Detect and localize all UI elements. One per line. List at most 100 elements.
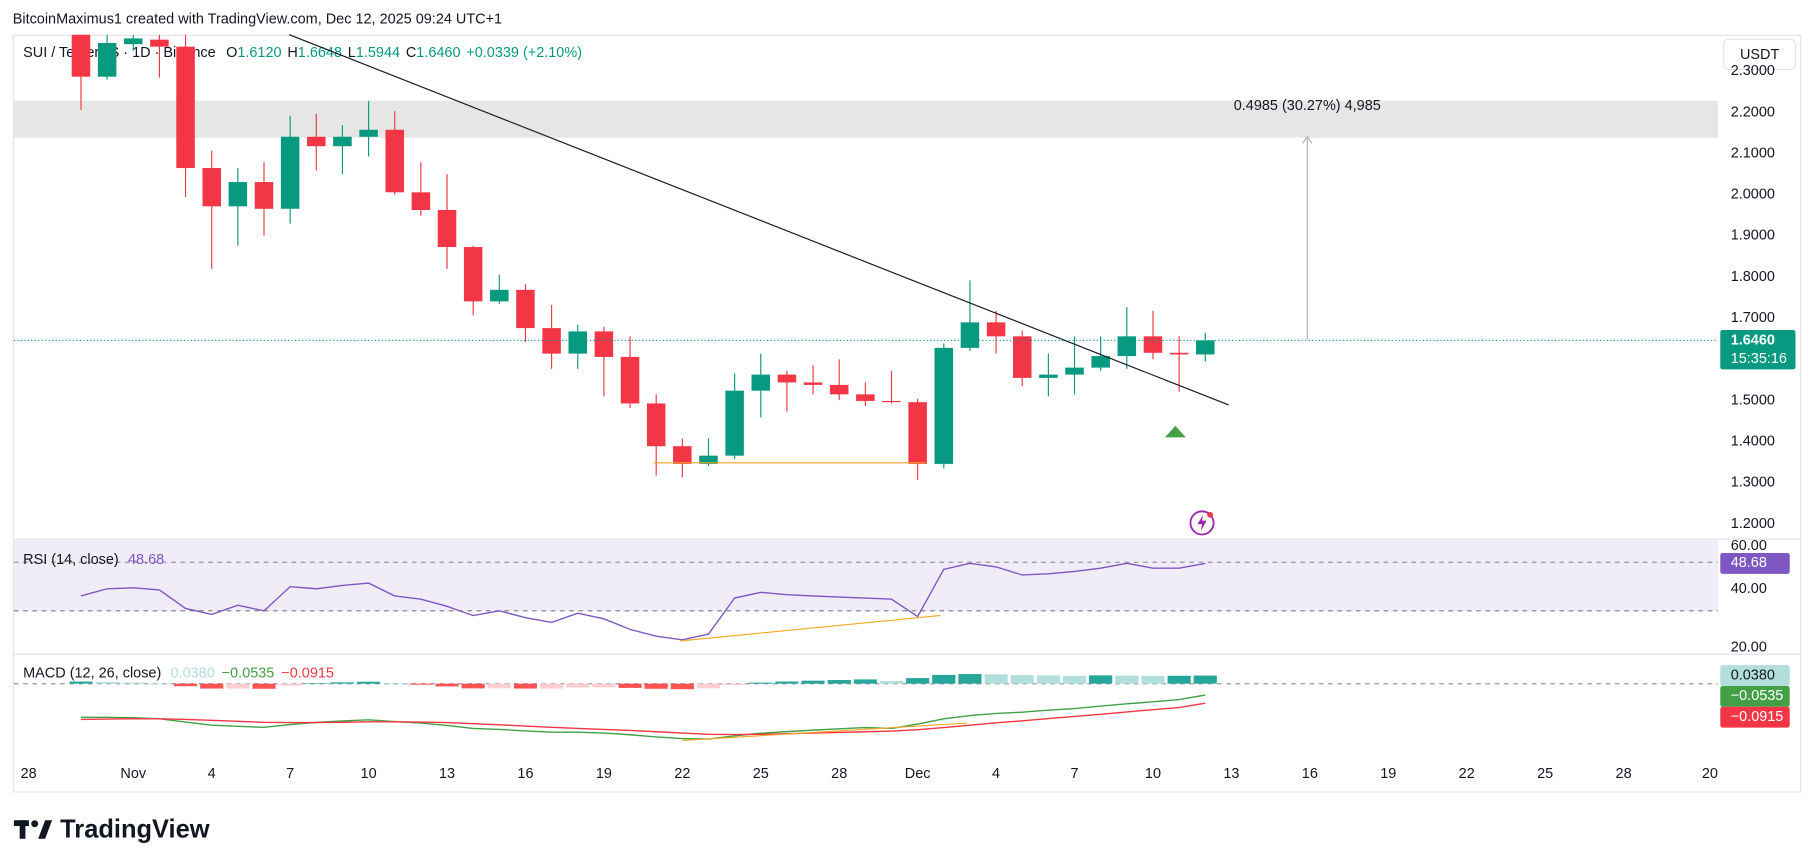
macd-histogram-bar <box>670 683 694 690</box>
candle-body <box>280 136 300 209</box>
macd-histogram-bar <box>173 683 198 687</box>
brand-logo <box>13 820 53 839</box>
y-tick-label: 20.00 <box>1731 640 1767 656</box>
macd-line <box>80 694 1206 740</box>
macd-histogram-bar <box>1062 675 1087 684</box>
macd-histogram-bar <box>1089 675 1113 684</box>
brand: TradingView <box>60 815 210 843</box>
indicator-value: 48.68 <box>128 552 164 568</box>
indicator-title: RSI (14, close) <box>23 552 119 568</box>
legend: MACD (12, 26, close) 0.0380 −0.0535 −0.0915 <box>23 665 334 681</box>
macd-histogram-bar <box>618 683 642 688</box>
y-tick-label: 1.8000 <box>1731 269 1775 285</box>
macd-histogram-bar <box>644 683 668 689</box>
candle-body <box>411 192 431 211</box>
x-tick-label: 10 <box>1145 766 1161 782</box>
macd-histogram-bar <box>383 683 407 685</box>
macd-histogram-bar <box>906 678 930 684</box>
indicator-value: −0.0915 <box>281 665 334 681</box>
macd-histogram-bar <box>853 679 877 684</box>
macd-histogram-bar <box>278 683 302 686</box>
last-price: 1.6460 <box>1731 332 1775 348</box>
macd-histogram-bar <box>304 683 328 685</box>
rsi-value: 48.68 <box>1731 555 1767 571</box>
symbol: SUI / TetherUS · 1D · Binance <box>23 45 216 61</box>
legend: SUI / TetherUS · 1D · Binance O1.6120 H1.6… <box>23 45 582 61</box>
x-tick-label: 22 <box>674 766 690 782</box>
candle-body <box>646 403 666 447</box>
y-tick-label: 40.00 <box>1731 581 1767 597</box>
macd-histogram-bar <box>1141 675 1165 684</box>
macd-histogram-bar <box>879 680 904 684</box>
macd-histogram-bar <box>696 683 721 689</box>
macd-histogram-bar <box>1193 675 1217 684</box>
logo-part <box>19 820 26 839</box>
ohlc-value: 1.5944 <box>356 45 400 61</box>
macd-histogram-bar <box>932 674 956 684</box>
y-tick-label: 1.9000 <box>1731 228 1775 244</box>
ohlc-value: 1.6460 <box>416 45 460 61</box>
macd-histogram-bar <box>1167 675 1191 684</box>
candle-body <box>908 402 927 464</box>
x-tick-label: Dec <box>905 766 931 782</box>
indicator-value: −0.0535 <box>222 665 275 681</box>
candle-body <box>254 182 274 209</box>
zone <box>13 100 1718 138</box>
macd-histogram-bar <box>95 681 119 684</box>
candle-body <box>856 394 875 401</box>
candle-body <box>568 331 588 354</box>
candle-body <box>97 42 117 77</box>
frame <box>12 34 1802 793</box>
ohlc-key: C <box>406 45 416 61</box>
measure-arrow <box>1302 135 1313 144</box>
candle-body <box>934 347 954 464</box>
macd-histogram-bar <box>1010 675 1034 684</box>
credit: BitcoinMaximus1 created with TradingView… <box>13 11 502 27</box>
candle-body <box>882 400 901 403</box>
x-tick-label: 13 <box>1223 766 1239 782</box>
macd-histogram-bar <box>435 683 459 687</box>
candle-body <box>490 289 509 302</box>
ohlc-key: O <box>226 45 237 61</box>
macd-histogram-bar <box>540 683 564 689</box>
ohlc-value: 1.6648 <box>298 45 342 61</box>
macd-histogram-bar <box>1036 675 1060 684</box>
macd-histogram-bar <box>749 682 773 684</box>
y-tick-label: 2.0000 <box>1731 187 1775 203</box>
macd-value-box <box>1720 706 1790 728</box>
macd-histogram-bar <box>827 680 851 684</box>
x-tick-label: 16 <box>1302 766 1318 782</box>
macd-histogram-bar <box>723 683 747 685</box>
logo-part <box>38 820 53 839</box>
rsi-line <box>80 562 1206 641</box>
x-tick-label: 16 <box>517 766 533 782</box>
ohlc-key: H <box>287 45 297 61</box>
y-tick-label: 1.4000 <box>1731 433 1775 449</box>
macd-histogram-bar <box>357 681 381 684</box>
x-tick-label: 25 <box>753 766 769 782</box>
macd-line <box>80 702 1206 736</box>
x-tick-label: 19 <box>1380 766 1396 782</box>
macd-histogram-bar <box>461 683 485 689</box>
countdown: 15:35:16 <box>1731 351 1787 367</box>
macd-histogram-bar <box>409 683 433 685</box>
divergence-line <box>680 614 941 642</box>
x-tick-label: 28 <box>1616 766 1632 782</box>
macd-histogram-bar <box>592 683 616 688</box>
candle-body <box>725 390 744 456</box>
x-tick-label: 10 <box>361 766 377 782</box>
candle-body <box>542 328 561 354</box>
rsi-band <box>13 540 1718 611</box>
candle-body <box>777 374 797 383</box>
macd-histogram-bar <box>958 674 982 684</box>
indicator-title: MACD (12, 26, close) <box>23 665 161 681</box>
x-tick-label: Nov <box>120 766 146 782</box>
logo-part <box>31 820 39 828</box>
macd-histogram-bar <box>1115 675 1139 684</box>
macd-value-box <box>1720 665 1790 686</box>
y-tick-label: 1.5000 <box>1731 392 1775 408</box>
candle-body <box>1143 336 1163 353</box>
currency-button[interactable] <box>1723 38 1797 71</box>
macd-histogram-bar <box>775 681 799 684</box>
